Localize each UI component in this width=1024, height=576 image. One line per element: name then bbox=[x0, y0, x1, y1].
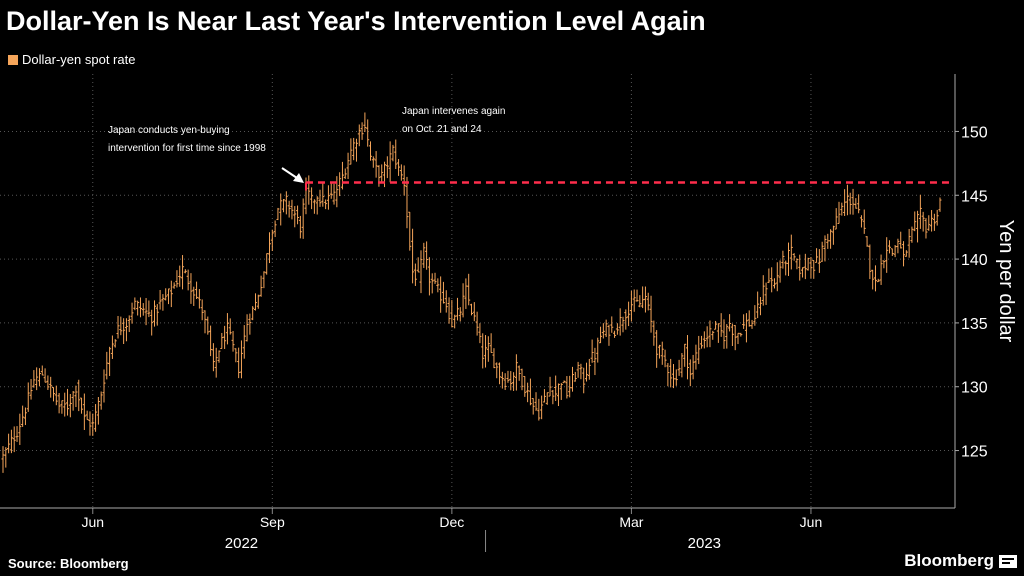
y-tick-label: 135 bbox=[961, 316, 988, 333]
legend-swatch bbox=[8, 54, 18, 65]
annotation-first-intervention-text: Japan conducts yen-buying bbox=[108, 125, 230, 136]
legend: Dollar-yen spot rate bbox=[8, 52, 135, 67]
annotation-first-intervention-text: intervention for first time since 1998 bbox=[108, 143, 266, 154]
bloomberg-logo-icon bbox=[999, 555, 1017, 568]
y-tick-label: 140 bbox=[961, 252, 988, 269]
annotation-second-intervention-text: Japan intervenes again bbox=[402, 106, 505, 117]
annotation-arrow-head-icon bbox=[293, 173, 304, 183]
legend-label: Dollar-yen spot rate bbox=[22, 52, 136, 67]
y-tick-label: 145 bbox=[961, 188, 988, 205]
x-tick-label: Jun bbox=[81, 514, 104, 530]
brand-name: Bloomberg bbox=[904, 551, 994, 570]
y-axis-title: Yen per dollar bbox=[995, 220, 1017, 343]
x-tick-label: Dec bbox=[439, 514, 464, 530]
y-tick-label: 125 bbox=[961, 444, 988, 461]
x-tick-label: Sep bbox=[260, 514, 285, 530]
x-year-label: 2022 bbox=[225, 535, 258, 552]
y-tick-label: 150 bbox=[961, 124, 988, 141]
x-year-label: 2023 bbox=[688, 535, 721, 552]
annotation-second-intervention-text: on Oct. 21 and 24 bbox=[402, 124, 482, 135]
x-tick-label: Jun bbox=[800, 514, 823, 530]
source-note: Source: Bloomberg bbox=[8, 556, 129, 571]
x-tick-label: Mar bbox=[619, 514, 643, 530]
y-tick-label: 130 bbox=[961, 380, 988, 397]
chart-title: Dollar-Yen Is Near Last Year's Intervent… bbox=[6, 6, 706, 36]
